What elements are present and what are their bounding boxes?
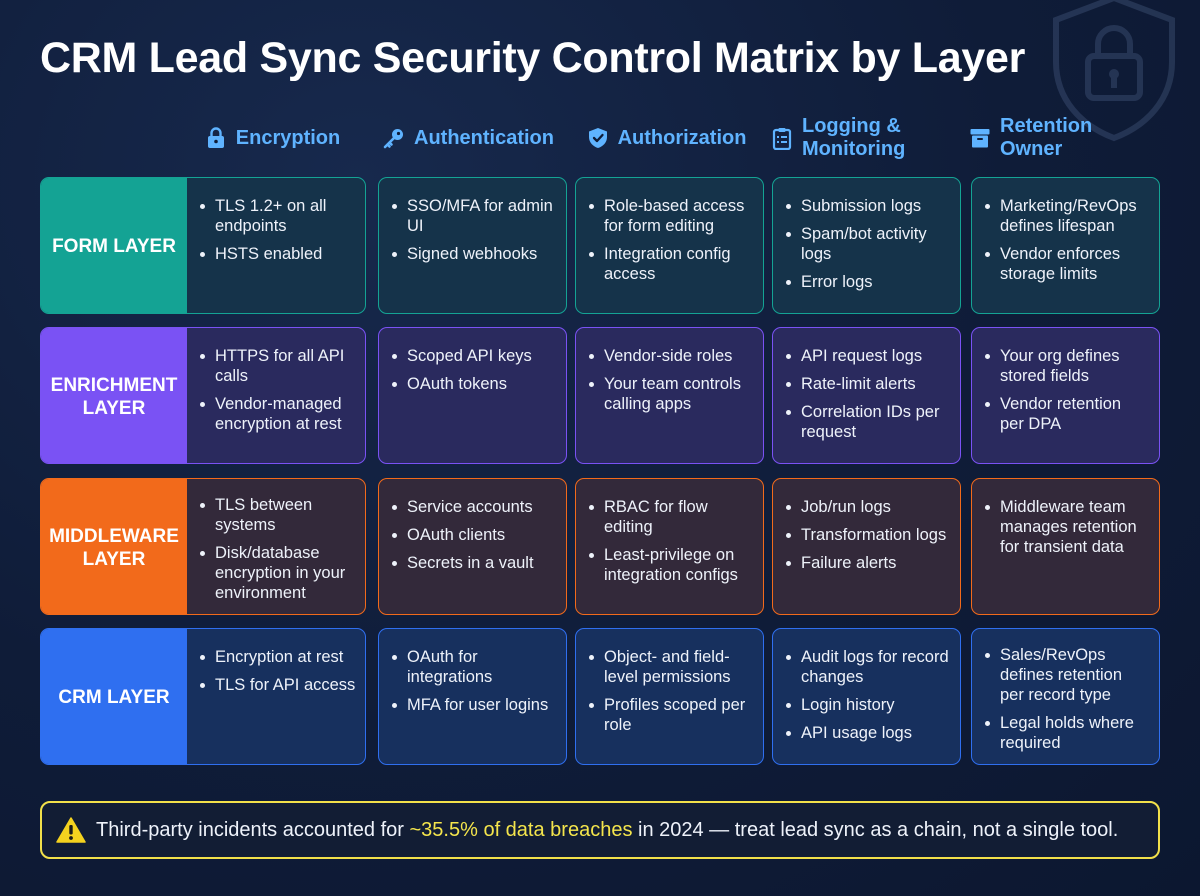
- list-item: Object- and field-level permissions: [586, 647, 753, 687]
- list-item: Scoped API keys: [389, 346, 556, 366]
- row-crm-layer: CRM LAYER Encryption at rest TLS for API …: [40, 628, 1160, 765]
- cell-authorization: Role-based access for form editing Integr…: [575, 177, 764, 314]
- list-item: Submission logs: [783, 196, 950, 216]
- callout-text-before: Third-party incidents accounted for: [96, 818, 410, 841]
- clipboard-list-icon: [772, 128, 792, 150]
- column-header-label: Authorization: [617, 126, 747, 149]
- column-header-label: Authentication: [414, 126, 554, 149]
- column-header-authorization: Authorization: [572, 108, 760, 168]
- list-item: Your org defines stored fields: [982, 346, 1149, 386]
- cell-encryption: HTTPS for all API calls Vendor-managed en…: [187, 328, 365, 463]
- cell-logging: Audit logs for record changes Login histo…: [772, 628, 961, 765]
- list-item: MFA for user logins: [389, 695, 556, 715]
- list-item: Vendor retention per DPA: [982, 394, 1149, 434]
- shield-check-icon: [588, 128, 607, 148]
- list-item: Disk/database encryption in your environ…: [197, 543, 357, 603]
- list-item: OAuth clients: [389, 525, 556, 545]
- list-item: RBAC for flow editing: [586, 497, 753, 537]
- list-item: Vendor-side roles: [586, 346, 753, 366]
- cell-authentication: OAuth for integrations MFA for user login…: [378, 628, 567, 765]
- cell-authorization: Vendor-side roles Your team controls call…: [575, 327, 764, 464]
- list-item: Service accounts: [389, 497, 556, 517]
- archive-box-icon: [970, 129, 990, 148]
- list-item: Profiles scoped per role: [586, 695, 753, 735]
- layer-card-form: FORM LAYER TLS 1.2+ on all endpoints HSTS…: [40, 177, 366, 314]
- list-item: Sales/RevOps defines retention per recor…: [982, 645, 1149, 705]
- list-item: TLS 1.2+ on all endpoints: [197, 196, 357, 236]
- cell-authorization: RBAC for flow editing Least-privilege on …: [575, 478, 764, 615]
- row-form-layer: FORM LAYER TLS 1.2+ on all endpoints HSTS…: [40, 177, 1160, 314]
- layer-label: FORM LAYER: [41, 178, 187, 313]
- page-title: CRM Lead Sync Security Control Matrix by…: [40, 34, 1026, 82]
- list-item: API usage logs: [783, 723, 950, 743]
- cell-logging: Submission logs Spam/bot activity logs Err…: [772, 177, 961, 314]
- list-item: Your team controls calling apps: [586, 374, 753, 414]
- list-item: Error logs: [783, 272, 950, 292]
- column-header-logging: Logging & Monitoring: [770, 108, 958, 168]
- cell-logging: Job/run logs Transformation logs Failure a…: [772, 478, 961, 615]
- list-item: Marketing/RevOps defines lifespan: [982, 196, 1149, 236]
- list-item: API request logs: [783, 346, 950, 366]
- cell-retention: Marketing/RevOps defines lifespan Vendor …: [971, 177, 1160, 314]
- cell-encryption: TLS between systems Disk/database encrypt…: [187, 479, 365, 614]
- layer-card-crm: CRM LAYER Encryption at rest TLS for API …: [40, 628, 366, 765]
- list-item: Vendor enforces storage limits: [982, 244, 1149, 284]
- cell-authentication: Scoped API keys OAuth tokens: [378, 327, 567, 464]
- list-item: TLS for API access: [197, 675, 357, 695]
- list-item: Audit logs for record changes: [783, 647, 950, 687]
- cell-logging: API request logs Rate-limit alerts Correla…: [772, 327, 961, 464]
- list-item: Legal holds where required: [982, 713, 1149, 753]
- list-item: Job/run logs: [783, 497, 950, 517]
- cell-authentication: Service accounts OAuth clients Secrets in …: [378, 478, 567, 615]
- layer-label: CRM LAYER: [41, 629, 187, 764]
- list-item: TLS between systems: [197, 495, 357, 535]
- list-item: Login history: [783, 695, 950, 715]
- list-item: Least-privilege on integration configs: [586, 545, 753, 585]
- layer-label: MIDDLEWARE LAYER: [41, 479, 187, 614]
- cell-encryption: TLS 1.2+ on all endpoints HSTS enabled: [187, 178, 365, 313]
- list-item: Role-based access for form editing: [586, 196, 753, 236]
- list-item: Integration config access: [586, 244, 753, 284]
- list-item: OAuth tokens: [389, 374, 556, 394]
- layer-label: ENRICHMENT LAYER: [41, 328, 187, 463]
- callout-highlight: ~35.5% of data breaches: [409, 818, 633, 841]
- layer-card-enrichment: ENRICHMENT LAYER HTTPS for all API calls…: [40, 327, 366, 464]
- list-item: Middleware team manages retention for tr…: [982, 497, 1149, 557]
- layer-card-middleware: MIDDLEWARE LAYER TLS between systems Disk…: [40, 478, 366, 615]
- column-header-authentication: Authentication: [374, 108, 562, 168]
- callout-text-after: in 2024 — treat lead sync as a chain, no…: [632, 818, 1119, 841]
- breach-stat-callout: Third-party incidents accounted for ~35.…: [40, 801, 1160, 859]
- cell-retention: Middleware team manages retention for tr…: [971, 478, 1160, 615]
- warning-icon: [56, 817, 86, 843]
- cell-retention: Sales/RevOps defines retention per recor…: [971, 628, 1160, 765]
- cell-retention: Your org defines stored fields Vendor ret…: [971, 327, 1160, 464]
- callout-text: Third-party incidents accounted for ~35.…: [96, 819, 1118, 842]
- list-item: SSO/MFA for admin UI: [389, 196, 556, 236]
- list-item: Failure alerts: [783, 553, 950, 573]
- column-header-label: Logging & Monitoring: [802, 115, 906, 160]
- row-middleware-layer: MIDDLEWARE LAYER TLS between systems Disk…: [40, 478, 1160, 615]
- list-item: Vendor-managed encryption at rest: [197, 394, 357, 434]
- column-header-label: Retention Owner: [1000, 115, 1093, 160]
- list-item: Transformation logs: [783, 525, 950, 545]
- column-header-encryption: Encryption: [178, 108, 366, 168]
- key-icon: [383, 129, 403, 149]
- column-header-retention: Retention Owner: [968, 108, 1156, 168]
- shield-lock-watermark-icon: [1053, 0, 1175, 142]
- list-item: Rate-limit alerts: [783, 374, 950, 394]
- list-item: Encryption at rest: [197, 647, 357, 667]
- list-item: Correlation IDs per request: [783, 402, 950, 442]
- lock-icon: [207, 127, 224, 148]
- list-item: Signed webhooks: [389, 244, 556, 264]
- list-item: HSTS enabled: [197, 244, 357, 264]
- list-item: Spam/bot activity logs: [783, 224, 950, 264]
- list-item: Secrets in a vault: [389, 553, 556, 573]
- cell-encryption: Encryption at rest TLS for API access: [187, 629, 365, 764]
- cell-authentication: SSO/MFA for admin UI Signed webhooks: [378, 177, 567, 314]
- list-item: OAuth for integrations: [389, 647, 556, 687]
- column-header-label: Encryption: [235, 126, 341, 149]
- list-item: HTTPS for all API calls: [197, 346, 357, 386]
- cell-authorization: Object- and field-level permissions Profi…: [575, 628, 764, 765]
- row-enrichment-layer: ENRICHMENT LAYER HTTPS for all API calls…: [40, 327, 1160, 464]
